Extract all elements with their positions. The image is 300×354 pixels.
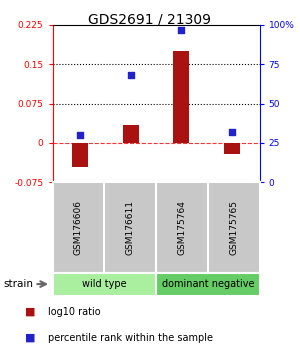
Bar xyxy=(156,273,260,296)
Text: log10 ratio: log10 ratio xyxy=(48,307,100,317)
Text: wild type: wild type xyxy=(82,279,127,289)
Text: GSM176606: GSM176606 xyxy=(74,200,83,255)
Text: GSM175765: GSM175765 xyxy=(229,200,238,255)
Bar xyxy=(52,273,156,296)
Point xyxy=(229,129,234,135)
Text: strain: strain xyxy=(3,279,33,289)
Text: GSM176611: GSM176611 xyxy=(126,200,135,255)
Point xyxy=(179,27,184,32)
Bar xyxy=(123,125,139,143)
Text: dominant negative: dominant negative xyxy=(161,279,254,289)
Text: ■: ■ xyxy=(25,333,35,343)
Bar xyxy=(224,143,240,154)
Bar xyxy=(72,143,88,167)
Text: GDS2691 / 21309: GDS2691 / 21309 xyxy=(88,12,212,27)
Bar xyxy=(173,51,189,143)
Point xyxy=(78,132,83,138)
Text: GSM175764: GSM175764 xyxy=(177,200,186,255)
Text: ■: ■ xyxy=(25,307,35,317)
Text: percentile rank within the sample: percentile rank within the sample xyxy=(48,333,213,343)
Point xyxy=(128,72,133,78)
